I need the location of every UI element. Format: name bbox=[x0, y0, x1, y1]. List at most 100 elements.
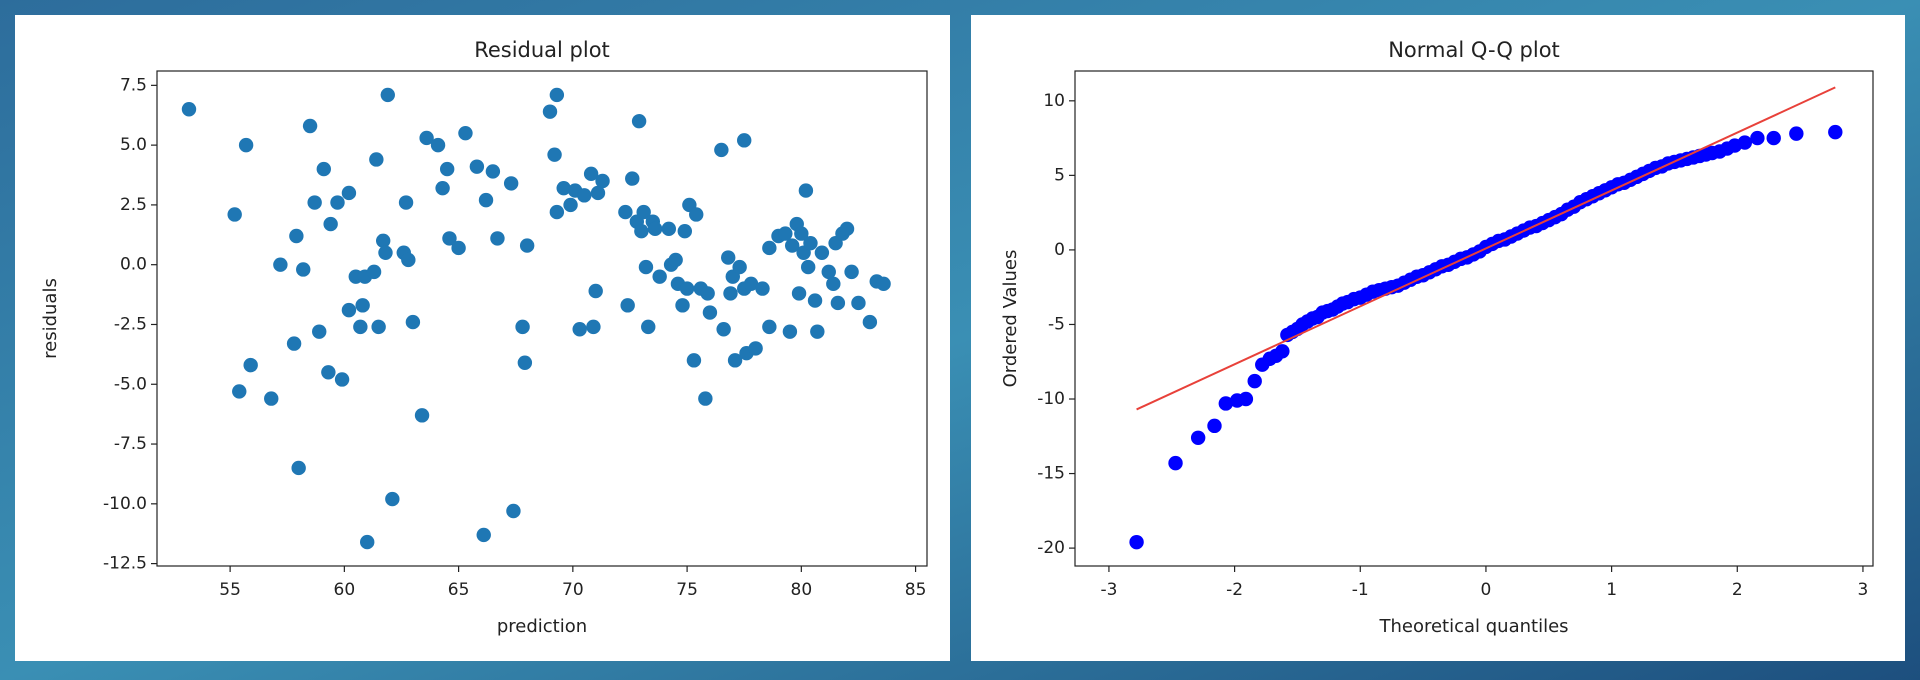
point bbox=[401, 252, 416, 268]
point bbox=[636, 204, 651, 220]
axes-frame bbox=[156, 70, 928, 567]
point bbox=[430, 137, 446, 153]
point bbox=[620, 298, 635, 313]
point bbox=[791, 286, 807, 301]
x-tick-label: 55 bbox=[219, 580, 241, 600]
point bbox=[485, 164, 501, 179]
point bbox=[515, 319, 530, 335]
point bbox=[677, 224, 693, 239]
point bbox=[862, 314, 878, 330]
point bbox=[360, 534, 375, 550]
y-tick-label: -10.0 bbox=[103, 494, 147, 514]
point bbox=[689, 207, 704, 222]
point bbox=[794, 226, 809, 241]
point bbox=[595, 173, 610, 189]
point bbox=[675, 298, 690, 313]
point bbox=[490, 231, 505, 246]
point bbox=[839, 221, 855, 237]
point bbox=[784, 238, 800, 253]
x-tick-label: 2 bbox=[1732, 580, 1743, 600]
point bbox=[1129, 534, 1144, 550]
point bbox=[762, 240, 777, 256]
point bbox=[803, 235, 818, 251]
point bbox=[721, 250, 736, 265]
point bbox=[714, 142, 729, 158]
x-axis-label: Theoretical quantiles bbox=[1378, 616, 1568, 637]
point bbox=[638, 259, 654, 275]
point bbox=[698, 391, 713, 406]
chart-title: Normal Q-Q plot bbox=[1388, 38, 1560, 62]
point bbox=[1190, 430, 1206, 445]
point bbox=[737, 133, 752, 148]
point bbox=[341, 302, 357, 318]
y-tick-label: 5.0 bbox=[120, 135, 147, 155]
point bbox=[748, 341, 763, 356]
point bbox=[289, 228, 304, 244]
point bbox=[661, 221, 677, 237]
point bbox=[851, 295, 866, 311]
point bbox=[273, 257, 288, 272]
point bbox=[334, 372, 350, 387]
point bbox=[517, 355, 533, 370]
x-tick-label: 60 bbox=[334, 580, 356, 600]
point bbox=[353, 319, 368, 335]
point bbox=[398, 195, 414, 210]
point bbox=[583, 166, 599, 182]
point bbox=[458, 125, 473, 141]
y-tick-label: -10 bbox=[1037, 389, 1065, 409]
point bbox=[876, 276, 891, 292]
point bbox=[264, 391, 279, 406]
point bbox=[238, 137, 254, 153]
point bbox=[312, 324, 327, 339]
y-tick-label: -20 bbox=[1037, 538, 1065, 558]
x-tick-label: 70 bbox=[562, 580, 584, 600]
point bbox=[563, 197, 578, 213]
point bbox=[700, 286, 715, 301]
y-tick-label: -5.0 bbox=[114, 374, 147, 394]
point bbox=[572, 322, 587, 337]
x-tick-label: 65 bbox=[448, 580, 470, 600]
point bbox=[442, 231, 457, 246]
point bbox=[476, 527, 491, 543]
point bbox=[634, 224, 649, 239]
point bbox=[378, 245, 393, 260]
point bbox=[732, 259, 747, 275]
point bbox=[800, 259, 816, 275]
y-tick-label: 2.5 bbox=[120, 195, 147, 215]
point bbox=[330, 195, 345, 210]
point bbox=[547, 147, 562, 162]
fit-line bbox=[1136, 86, 1836, 411]
point bbox=[1218, 396, 1234, 411]
point bbox=[778, 226, 793, 241]
point bbox=[810, 324, 825, 339]
point bbox=[586, 319, 601, 335]
point bbox=[369, 152, 384, 167]
y-tick-label: -7.5 bbox=[114, 434, 147, 454]
point bbox=[821, 264, 836, 280]
point bbox=[556, 180, 571, 196]
point bbox=[814, 245, 830, 260]
point bbox=[478, 192, 494, 208]
point bbox=[1247, 373, 1262, 389]
point bbox=[542, 104, 558, 119]
y-tick-label: 0.0 bbox=[120, 255, 147, 275]
x-tick-label: 1 bbox=[1606, 580, 1617, 600]
point bbox=[435, 180, 450, 196]
point bbox=[668, 252, 683, 268]
right-panel bbox=[971, 15, 1905, 661]
y-tick-label: 5 bbox=[1054, 165, 1065, 185]
point bbox=[1168, 455, 1183, 471]
point bbox=[181, 102, 197, 117]
x-tick-label: 75 bbox=[676, 580, 698, 600]
point bbox=[762, 319, 777, 335]
point bbox=[618, 204, 633, 220]
point bbox=[405, 314, 421, 330]
point bbox=[1207, 418, 1222, 434]
y-tick-label: 7.5 bbox=[120, 75, 147, 95]
axes-frame bbox=[1074, 70, 1874, 567]
point bbox=[291, 460, 306, 476]
point bbox=[647, 221, 663, 237]
point bbox=[577, 188, 592, 203]
point bbox=[798, 183, 814, 198]
